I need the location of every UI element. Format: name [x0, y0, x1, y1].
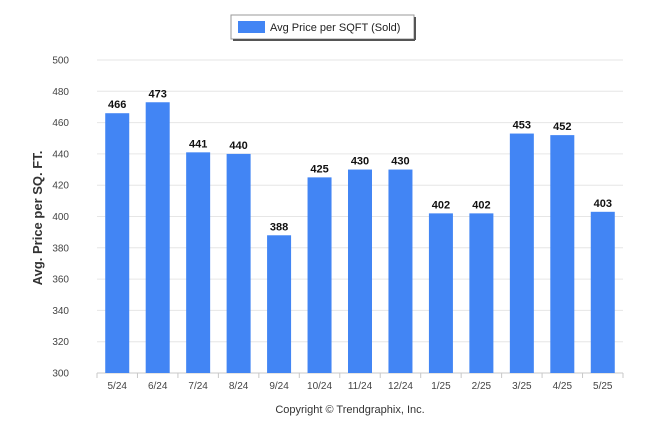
- y-tick-label: 400: [52, 212, 69, 223]
- bar: [348, 169, 372, 373]
- data-label: 402: [472, 199, 490, 211]
- legend-label: Avg Price per SQFT (Sold): [270, 22, 400, 34]
- bar: [226, 153, 251, 373]
- x-tick-label: 8/24: [229, 381, 249, 392]
- x-tick-label: 10/24: [307, 381, 332, 392]
- bar: [307, 177, 332, 373]
- y-tick-label: 340: [52, 306, 69, 317]
- bar: [388, 169, 413, 373]
- y-tick-label: 500: [52, 56, 69, 67]
- data-labels: 466 473 441 440 388 425 430 430 402 402 453 452 403: [108, 88, 612, 233]
- y-tick-label: 440: [52, 149, 69, 160]
- y-tick-label: 300: [52, 369, 69, 380]
- bar: [145, 102, 170, 373]
- data-label: 441: [189, 138, 207, 150]
- x-tick-label: 12/24: [388, 381, 413, 392]
- y-tick-label: 460: [52, 118, 69, 129]
- x-tick-label: 7/24: [188, 381, 208, 392]
- bars: [105, 102, 615, 374]
- legend: Avg Price per SQFT (Sold): [230, 14, 416, 41]
- data-label: 388: [270, 221, 288, 233]
- x-tick-label: 11/24: [348, 381, 373, 392]
- bar: [105, 113, 130, 374]
- data-label: 453: [513, 120, 531, 132]
- data-label: 466: [108, 99, 126, 111]
- y-tick-label: 320: [52, 337, 69, 348]
- x-tick-label: 4/25: [553, 381, 573, 392]
- x-tick-label: 1/25: [431, 381, 451, 392]
- bar: [590, 211, 615, 373]
- x-tick-label: 3/25: [512, 381, 532, 392]
- x-tick-label: 6/24: [148, 381, 168, 392]
- x-tick-label: 5/24: [107, 381, 127, 392]
- y-axis-ticks: 300 320 340 360 380 400 420 440 460 480 500: [52, 56, 69, 380]
- bar: [267, 235, 292, 373]
- data-label: 473: [149, 88, 167, 100]
- data-label: 403: [594, 198, 612, 210]
- bar: [469, 213, 494, 373]
- data-label: 452: [553, 121, 571, 133]
- y-tick-label: 420: [52, 181, 69, 192]
- y-axis-title: Avg. Price per SQ. FT.: [30, 151, 45, 286]
- bar: [550, 135, 575, 373]
- data-label: 425: [310, 163, 328, 175]
- data-label: 402: [432, 199, 450, 211]
- data-label: 430: [391, 156, 409, 168]
- bar: [428, 213, 453, 373]
- legend-swatch: [238, 21, 265, 33]
- data-label: 430: [351, 156, 369, 168]
- y-tick-label: 360: [52, 275, 69, 286]
- y-tick-label: 380: [52, 243, 69, 254]
- data-label: 440: [229, 140, 247, 152]
- copyright-credit: Copyright © Trendgraphix, Inc.: [275, 404, 424, 416]
- bar: [509, 133, 534, 373]
- y-tick-label: 480: [52, 87, 69, 98]
- x-tick-label: 5/25: [593, 381, 613, 392]
- x-tick-label: 9/24: [269, 381, 289, 392]
- x-axis-ticks: 5/24 6/24 7/24 8/24 9/24 10/24 11/24 12/24 1/25 2…: [96, 373, 624, 392]
- x-tick-label: 2/25: [472, 381, 492, 392]
- bar: [186, 152, 211, 373]
